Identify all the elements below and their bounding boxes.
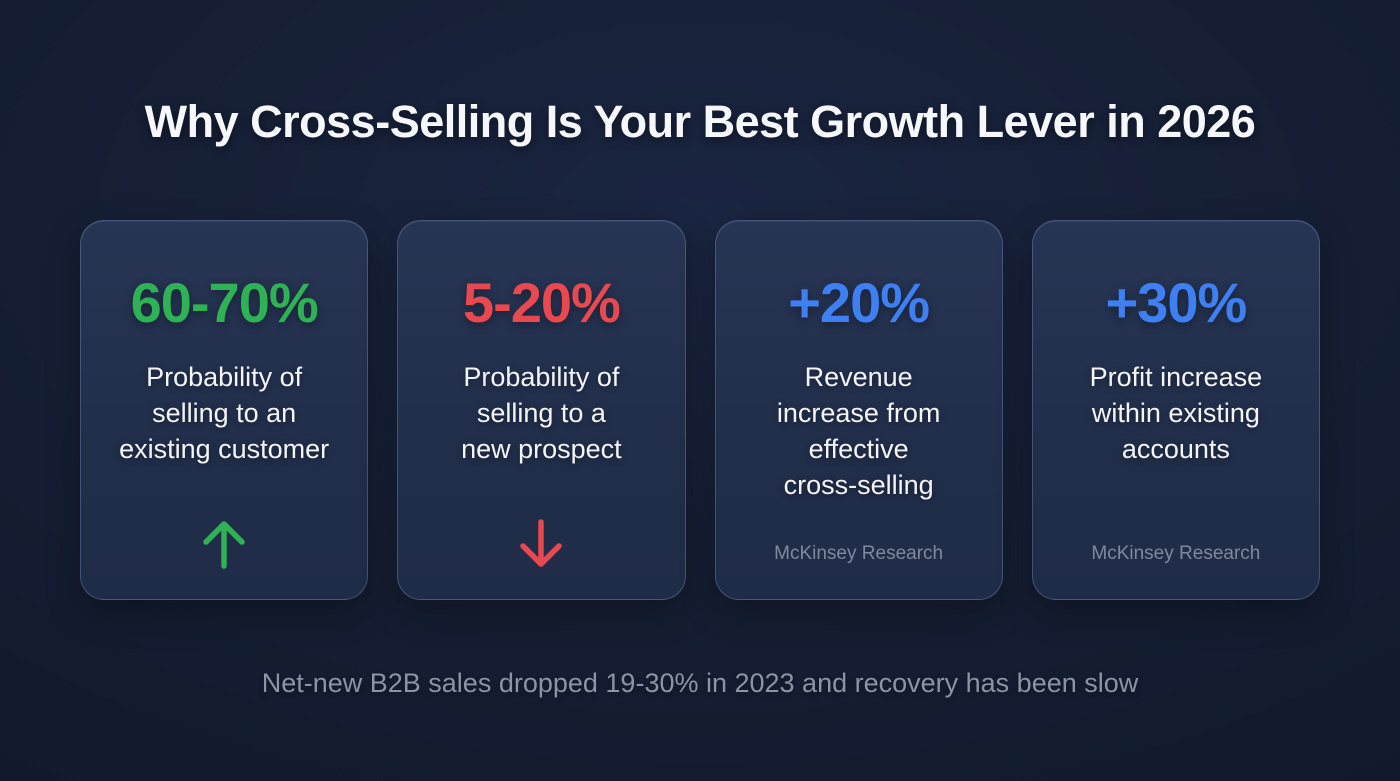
stat-card-new-prospect: 5-20% Probability of selling to a new pr… [397, 220, 686, 600]
stat-label: Probability of selling to an existing cu… [119, 362, 330, 465]
trend-up-arrow-icon [198, 515, 250, 573]
trend-down-arrow-icon [515, 515, 567, 573]
stats-grid: 60-70% Probability of selling to an exis… [80, 220, 1320, 600]
stat-card-existing-customer: 60-70% Probability of selling to an exis… [80, 220, 369, 600]
stat-value: 5-20% [462, 271, 621, 334]
stat-value: +20% [788, 271, 930, 334]
stat-value: +30% [1105, 271, 1247, 334]
stat-label: Revenue increase from effective cross-se… [776, 362, 941, 501]
stat-source: McKinsey Research [774, 543, 944, 564]
stat-label: Profit increase within existing accounts [1089, 362, 1263, 465]
stat-source: McKinsey Research [1091, 543, 1261, 564]
stat-value: 60-70% [130, 271, 319, 334]
stat-label: Probability of selling to a new prospect [461, 362, 622, 465]
page-title: Why Cross-Selling Is Your Best Growth Le… [144, 96, 1256, 147]
stat-card-revenue-increase: +20% Revenue increase from effective cro… [714, 220, 1003, 600]
stat-card-profit-increase: +30% Profit increase within existing acc… [1031, 220, 1320, 600]
footer-note: Net-new B2B sales dropped 19-30% in 2023… [261, 668, 1139, 698]
